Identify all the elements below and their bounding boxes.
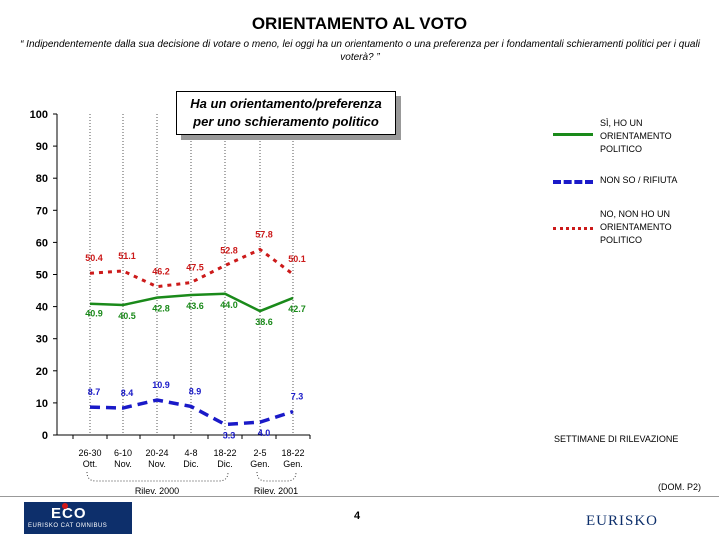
eco-logo-dot <box>62 503 68 509</box>
group-label-0: Rilev. 2000 <box>135 486 179 496</box>
x-tick-label-2-line-1: 20-24 <box>145 448 168 458</box>
series-2-data-label-0: 50.4 <box>85 253 103 263</box>
series-0-data-label-2: 42.8 <box>152 304 170 314</box>
series-0-data-label-5: 38.6 <box>255 317 273 327</box>
y-tick-label-50: 50 <box>36 270 48 282</box>
chart-title: ORIENTAMENTO AL VOTO <box>251 14 468 33</box>
callout-line-2: per uno schieramento politico <box>193 114 379 129</box>
y-tick-label-90: 90 <box>36 141 48 153</box>
x-tick-label-6-line-1: 18-22 <box>281 448 304 458</box>
callout-line-1: Ha un orientamento/preferenza <box>190 96 382 111</box>
eco-logo-sub: EURISKO CAT OMNIBUS <box>28 523 108 529</box>
y-tick-label-60: 60 <box>36 237 48 249</box>
series-0-data-label-6: 42.7 <box>288 304 306 314</box>
y-tick-label-20: 20 <box>36 366 48 378</box>
x-tick-label-1-line-2: Nov. <box>114 459 132 469</box>
y-tick-label-40: 40 <box>36 302 48 314</box>
eurisko-logo: EURISKO <box>586 513 659 529</box>
series-2-data-label-1: 51.1 <box>118 251 136 261</box>
x-tick-label-5-line-1: 2-5 <box>253 448 266 458</box>
y-tick-label-30: 30 <box>36 334 48 346</box>
series-0-data-label-4: 44.0 <box>220 300 238 310</box>
legend-item-nonso: NON SO / RIFIUTA <box>553 174 703 190</box>
legend-label-no: NO, NON HO UN ORIENTAMENTO POLITICO <box>600 209 672 245</box>
series-1-data-label-1: 8.4 <box>121 388 134 398</box>
group-label-1: Rilev. 2001 <box>254 486 298 496</box>
x-tick-label-4-line-2: Dic. <box>217 459 233 469</box>
y-tick-label-80: 80 <box>36 173 48 185</box>
series-0-data-label-3: 43.6 <box>186 301 204 311</box>
y-tick-label-0: 0 <box>42 430 48 442</box>
footer-divider <box>0 496 719 497</box>
legend-swatch-si <box>553 133 593 136</box>
series-1-data-label-4: 3.3 <box>223 430 236 440</box>
x-tick-label-4-line-1: 18-22 <box>213 448 236 458</box>
legend-label-si: SÌ, HO UN ORIENTAMENTO POLITICO <box>600 118 672 154</box>
series-2-data-label-2: 46.2 <box>152 267 170 277</box>
group-bracket-1 <box>256 471 297 482</box>
x-tick-label-0-line-1: 26-30 <box>78 448 101 458</box>
series-1-data-label-6: 7.3 <box>291 392 304 402</box>
series-0-data-label-0: 40.9 <box>85 309 103 319</box>
series-1-data-label-2: 10.9 <box>152 380 170 390</box>
legend-item-no: NO, NON HO UN ORIENTAMENTO POLITICO <box>553 208 703 248</box>
series-2-data-label-3: 47.5 <box>186 263 204 273</box>
x-tick-label-3-line-1: 4-8 <box>184 448 197 458</box>
y-tick-label-10: 10 <box>36 398 48 410</box>
y-tick-label-100: 100 <box>30 109 48 121</box>
x-tick-label-3-line-2: Dic. <box>183 459 199 469</box>
group-bracket-0 <box>86 471 229 482</box>
x-tick-label-5-line-2: Gen. <box>250 459 270 469</box>
eco-logo: ECO EURISKO CAT OMNIBUS <box>24 502 132 534</box>
legend-item-si: SÌ, HO UN ORIENTAMENTO POLITICO <box>553 117 703 157</box>
chart-callout: Ha un orientamento/preferenza per uno sc… <box>176 91 396 135</box>
series-1-data-label-3: 8.9 <box>189 386 202 396</box>
x-axis-caption: SETTIMANE DI RILEVAZIONE <box>554 434 679 444</box>
x-tick-label-6-line-2: Gen. <box>283 459 303 469</box>
series-2-data-label-4: 52.8 <box>220 246 238 256</box>
survey-question: “ Indipendentemente dalla sua decisione … <box>20 39 700 63</box>
legend-swatch-no <box>553 227 593 230</box>
legend-swatch-nonso <box>553 180 593 184</box>
question-code: (DOM. P2) <box>658 482 702 492</box>
series-1-data-label-5: 4.0 <box>258 428 271 438</box>
series-2-data-label-5: 57.8 <box>255 229 273 239</box>
series-2-data-label-6: 50.1 <box>288 254 306 264</box>
series-1-data-label-0: 8.7 <box>88 387 101 397</box>
x-tick-label-1-line-1: 6-10 <box>114 448 132 458</box>
eco-logo-mark: ECO <box>51 505 87 522</box>
page-number: 4 <box>354 510 361 522</box>
x-tick-label-0-line-2: Ott. <box>83 459 98 469</box>
y-tick-label-70: 70 <box>36 205 48 217</box>
series-0-data-label-1: 40.5 <box>118 311 136 321</box>
x-tick-label-2-line-2: Nov. <box>148 459 166 469</box>
legend-label-nonso: NON SO / RIFIUTA <box>600 175 678 185</box>
